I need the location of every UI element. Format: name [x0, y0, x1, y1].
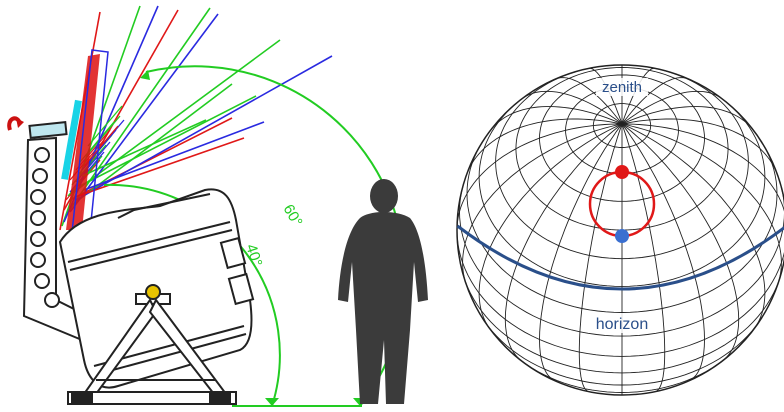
angle-label-40: 40° — [242, 242, 265, 269]
grid-longitude-line — [539, 123, 623, 382]
horizon-label: horizon — [596, 316, 648, 333]
grid-longitude-line — [466, 118, 623, 173]
grid-longitude-line — [504, 123, 623, 361]
ray-green-7 — [79, 95, 257, 187]
grid-longitude-line — [621, 123, 705, 382]
grid-longitude-line — [522, 90, 623, 125]
rotation-arrow-icon — [7, 116, 24, 131]
arrowhead-top — [140, 70, 150, 80]
mirror-red — [66, 54, 100, 230]
grid-longitude-line — [621, 123, 784, 231]
celestial-sphere: zenith horizon — [456, 64, 784, 396]
grid-longitude-line — [478, 123, 623, 329]
horizon-label-bg — [592, 313, 652, 333]
grid-longitude-line — [621, 123, 740, 361]
grid-longitude-line — [555, 77, 623, 125]
reflected-ray-green-7 — [85, 115, 121, 157]
ray-blue-11 — [83, 121, 265, 191]
ray-green-6 — [73, 39, 281, 193]
reflected-ray-green-13 — [87, 105, 123, 147]
sphere-outline — [456, 64, 784, 396]
grid-longitude-line — [457, 123, 623, 231]
zenith-label: zenith — [602, 79, 642, 96]
grid-longitude-line — [621, 77, 689, 125]
grid-longitude-line — [589, 67, 623, 125]
horizon-line — [456, 224, 784, 291]
mount-base — [67, 298, 237, 405]
angle-label-60: 60° — [280, 202, 306, 230]
detector-cyan — [61, 99, 82, 180]
ray-green-13 — [81, 119, 207, 177]
ray-blue-10 — [75, 55, 333, 201]
grid-longitude-line — [621, 106, 753, 130]
reflected-ray-red-12 — [83, 125, 119, 167]
top-point-marker — [615, 165, 629, 179]
grid-longitude-line — [621, 123, 782, 285]
bottom-point-marker — [615, 229, 629, 243]
grid-longitude-line — [462, 123, 623, 285]
detector-cap — [28, 121, 68, 139]
support-arm — [22, 136, 94, 342]
ray-red-12 — [77, 137, 245, 197]
grid-longitude-line — [491, 106, 623, 130]
arrowhead-40 — [265, 398, 279, 406]
grid-longitude-line — [621, 118, 778, 173]
person-silhouette-icon — [338, 179, 428, 404]
arc-40-deg — [103, 183, 281, 407]
reflected-ray-blue-11 — [89, 119, 125, 161]
zenith-label-bg — [596, 78, 648, 96]
grid-longitude-line — [621, 67, 655, 125]
grid-longitude-line — [621, 90, 722, 125]
grid-longitude-line — [621, 123, 766, 329]
telescope-diagram: 40° 60° — [7, 5, 428, 407]
